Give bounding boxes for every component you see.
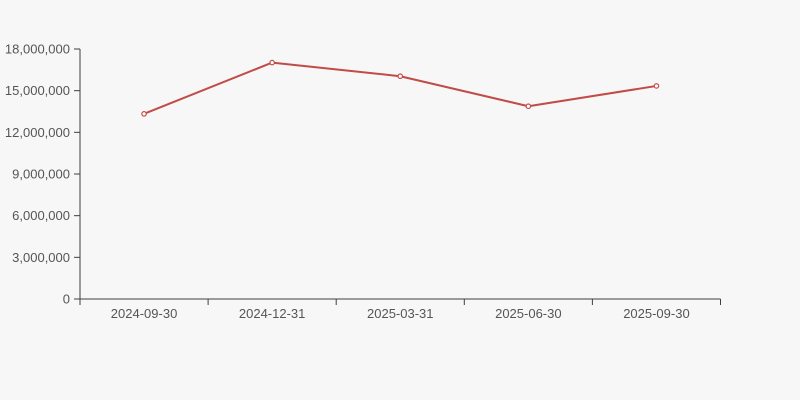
data-point[interactable]	[397, 73, 404, 80]
y-axis-label: 3,000,000	[12, 250, 70, 265]
series-line	[143, 61, 658, 115]
x-axis-label: 2025-09-30	[623, 306, 690, 321]
y-axis-label: 18,000,000	[5, 42, 70, 57]
y-axis-label: 12,000,000	[5, 125, 70, 140]
data-point[interactable]	[653, 83, 660, 89]
x-axis-label: 2025-03-31	[367, 306, 434, 321]
data-point[interactable]	[269, 59, 275, 66]
x-axis-label: 2024-12-31	[239, 306, 306, 321]
y-axis-label: 0	[63, 292, 70, 307]
y-axis-label: 15,000,000	[5, 83, 70, 98]
y-axis-label: 9,000,000	[12, 167, 70, 182]
x-axis-label: 2024-09-30	[111, 306, 178, 321]
y-axis-label: 6,000,000	[12, 208, 70, 223]
data-point[interactable]	[141, 111, 147, 117]
x-axis-label: 2025-06-30	[495, 306, 562, 321]
data-point[interactable]	[525, 103, 532, 110]
